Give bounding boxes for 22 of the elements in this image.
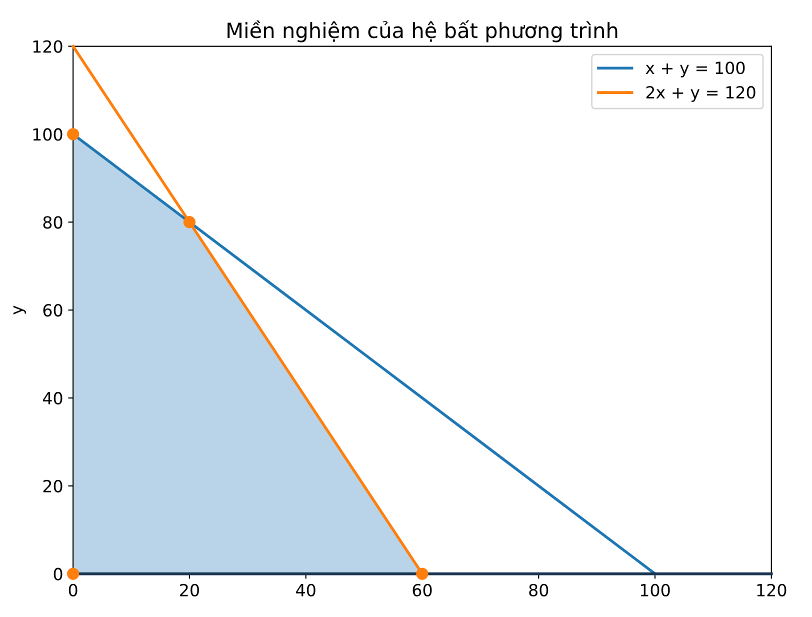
x-tick-label: 100 (640, 584, 670, 596)
chart-title: Miền nghiệm của hệ bất phương trình (228, 20, 618, 42)
y-tick-label: 20 (43, 480, 62, 492)
y-tick-label: 80 (43, 216, 62, 229)
legend-label: 2x + y = 120 (646, 86, 756, 102)
point (183, 216, 196, 228)
x-tick-label: 40 (296, 584, 316, 596)
point (67, 128, 80, 140)
x-tick-label: 60 (412, 584, 432, 596)
x-tick-label: 20 (180, 584, 199, 596)
y-tick-label: 100 (33, 128, 62, 141)
y-tick-label: 120 (33, 40, 62, 53)
y-tick-label: 40 (42, 392, 62, 405)
point (67, 568, 80, 580)
point (416, 568, 428, 580)
y-tick-label: 60 (43, 304, 62, 317)
legend-label: x + y = 100 (646, 62, 745, 78)
x-tick-label: 80 (529, 584, 548, 596)
y-tick-label: 0 (54, 568, 62, 580)
x-tick-label: 0 (68, 584, 78, 596)
y-axis-title: y (13, 306, 26, 314)
x-tick-label: 120 (757, 584, 786, 596)
